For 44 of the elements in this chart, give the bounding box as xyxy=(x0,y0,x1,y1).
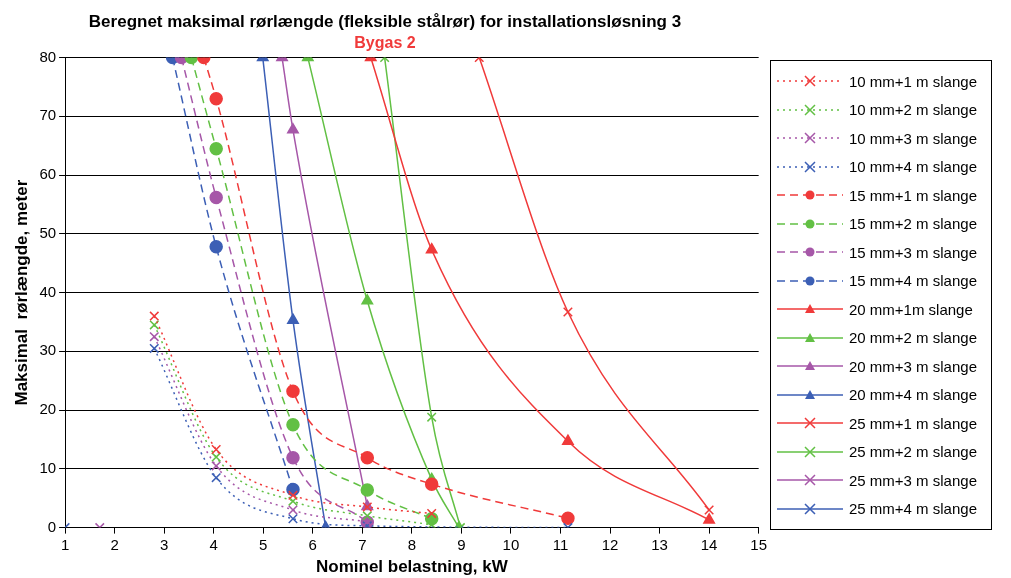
legend-label: 25 mm+1 m slange xyxy=(849,414,977,432)
x-tick-label: 10 xyxy=(502,535,520,553)
y-tick-label: 10 xyxy=(39,458,57,476)
legend-label: 15 mm+1 m slange xyxy=(849,186,977,204)
x-tick-label: 13 xyxy=(651,535,668,553)
x-tick-label: 1 xyxy=(60,535,70,553)
legend-label: 20 mm+2 m slange xyxy=(849,329,977,347)
x-tick-label: 7 xyxy=(358,535,367,553)
legend-label: 15 mm+2 m slange xyxy=(849,215,977,233)
y-tick-label: 0 xyxy=(47,517,57,535)
y-tick-label: 70 xyxy=(39,106,57,124)
y-tick-label: 30 xyxy=(39,341,57,359)
y-tick-label: 80 xyxy=(39,47,57,65)
x-tick-label: 11 xyxy=(552,535,569,553)
legend-label: 20 mm+1m slange xyxy=(849,300,973,318)
legend-label: 20 mm+4 m slange xyxy=(849,386,977,404)
x-tick-label: 6 xyxy=(308,535,317,553)
legend-label: 25 mm+3 m slange xyxy=(849,471,977,489)
x-tick-label: 14 xyxy=(700,535,718,553)
x-tick-label: 9 xyxy=(457,535,466,553)
y-axis-title: Maksimal rørlængde, meter xyxy=(11,179,31,406)
legend-label: 10 mm+3 m slange xyxy=(849,129,977,147)
legend-label: 10 mm+4 m slange xyxy=(849,158,977,176)
x-tick-label: 12 xyxy=(601,535,619,553)
y-tick-label: 60 xyxy=(39,165,57,183)
legend-label: 15 mm+4 m slange xyxy=(849,272,977,290)
legend-label: 20 mm+3 m slange xyxy=(849,357,977,375)
x-tick-label: 2 xyxy=(110,535,119,553)
legend-label: 10 mm+1 m slange xyxy=(849,72,977,90)
y-tick-label: 50 xyxy=(39,223,57,241)
legend-label: 15 mm+3 m slange xyxy=(849,243,977,261)
x-axis-title: Nominel belastning, kW xyxy=(316,557,509,577)
y-tick-label: 20 xyxy=(39,400,57,418)
y-tick-label: 40 xyxy=(39,282,57,300)
chart-title: Beregnet maksimal rørlængde (fleksible stålrør) for installationsløsning 3 xyxy=(88,11,682,31)
x-tick-label: 15 xyxy=(750,535,767,553)
legend-label: 25 mm+4 m slange xyxy=(849,500,977,518)
x-tick-label: 8 xyxy=(407,535,417,553)
x-tick-label: 5 xyxy=(259,535,268,553)
x-tick-label: 3 xyxy=(159,535,169,553)
legend-label: 10 mm+2 m slange xyxy=(849,101,977,119)
legend-label: 25 mm+2 m slange xyxy=(849,443,977,461)
x-tick-label: 4 xyxy=(209,535,218,553)
chart-subtitle: Bygas 2 xyxy=(354,34,416,52)
